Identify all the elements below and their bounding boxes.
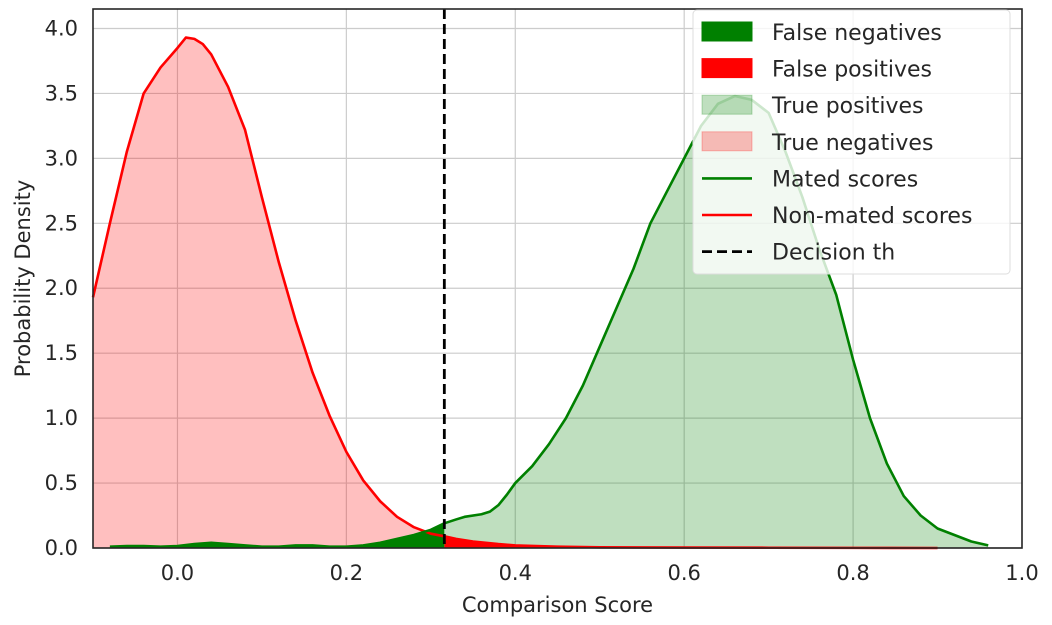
- x-tick-label: 0.0: [161, 561, 194, 585]
- x-axis-label: Comparison Score: [462, 593, 653, 617]
- non-mated-scores-line: [91, 36, 938, 550]
- legend-label: False positives: [772, 58, 932, 83]
- legend-label: Mated scores: [772, 167, 918, 192]
- plot-frame: [92, 8, 1023, 549]
- y-tick-label: 0.0: [45, 536, 78, 560]
- y-tick-label: 1.5: [45, 341, 78, 365]
- density-fills: [93, 37, 989, 549]
- legend-swatch: [701, 94, 753, 115]
- legend-box: [692, 9, 1011, 275]
- legend-swatch: [701, 21, 753, 42]
- legend-label: True positives: [771, 94, 923, 119]
- y-tick-label: 1.0: [45, 406, 78, 430]
- y-axis-label: Probability Density: [11, 180, 35, 378]
- x-tick-label: 0.8: [836, 561, 869, 585]
- legend-swatch: [701, 58, 753, 79]
- x-tick-label: 0.2: [330, 561, 363, 585]
- y-tick-label: 4.0: [45, 16, 78, 40]
- y-tick-label: 3.5: [45, 81, 78, 105]
- legend: False negatives False positives True posit…: [692, 9, 1011, 275]
- legend-label: Non-mated scores: [772, 204, 972, 229]
- plot-border: [92, 8, 1023, 549]
- y-tick-label: 2.0: [45, 276, 78, 300]
- density-lines: [91, 9, 989, 550]
- x-tick-label: 1.0: [1005, 561, 1038, 585]
- y-tick-label: 2.5: [45, 211, 78, 235]
- x-tick-label: 0.6: [667, 561, 700, 585]
- false-positives-area: [444, 536, 938, 548]
- y-tick-label: 3.0: [45, 146, 78, 170]
- axis-ticks: 0.0 0.2 0.4 0.6 0.8 1.0 0.0 0.5 1.0 1.5 2.0 2.5 3.0 3…: [45, 16, 1039, 585]
- legend-label: Decision th: [772, 241, 895, 266]
- x-tick-label: 0.4: [499, 561, 532, 585]
- y-tick-label: 0.5: [45, 471, 78, 495]
- legend-label: False negatives: [772, 21, 942, 46]
- false-negatives-area: [109, 523, 445, 548]
- mated-scores-line: [109, 94, 989, 549]
- legend-swatch: [701, 131, 753, 152]
- true-positives-area: [444, 96, 989, 548]
- true-negatives-area: [93, 37, 445, 549]
- legend-label: True negatives: [771, 131, 933, 156]
